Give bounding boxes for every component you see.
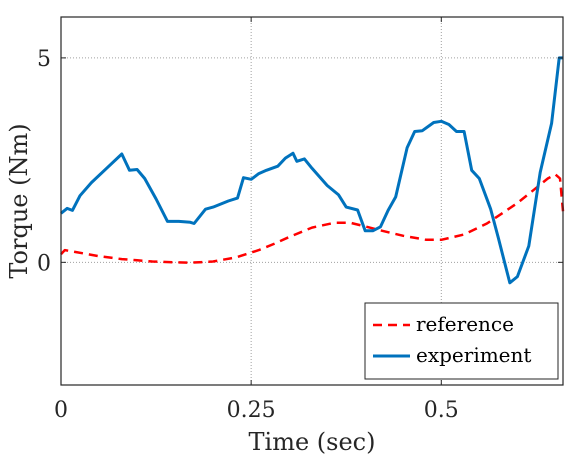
axis-ticks: 0 0.25 0.5 0 5 [37,17,563,423]
legend-box [364,302,559,380]
plot-frame [60,16,564,386]
legend-label-reference: reference [416,312,514,336]
x-axis-label: Time (sec) [249,428,376,456]
x-tick-label: 0 [54,398,68,423]
y-axis-label: Torque (Nm) [5,123,33,278]
legend: reference experiment [364,302,559,380]
series-layer [60,56,565,285]
series-line-reference [60,173,565,264]
y-tick-label: 0 [37,251,51,276]
y-tick-label: 5 [37,47,51,72]
legend-label-experiment: experiment [416,343,531,367]
x-tick-label: 0.25 [227,398,276,423]
series-line-experiment [60,56,563,285]
x-tick-label: 0.5 [424,398,459,423]
